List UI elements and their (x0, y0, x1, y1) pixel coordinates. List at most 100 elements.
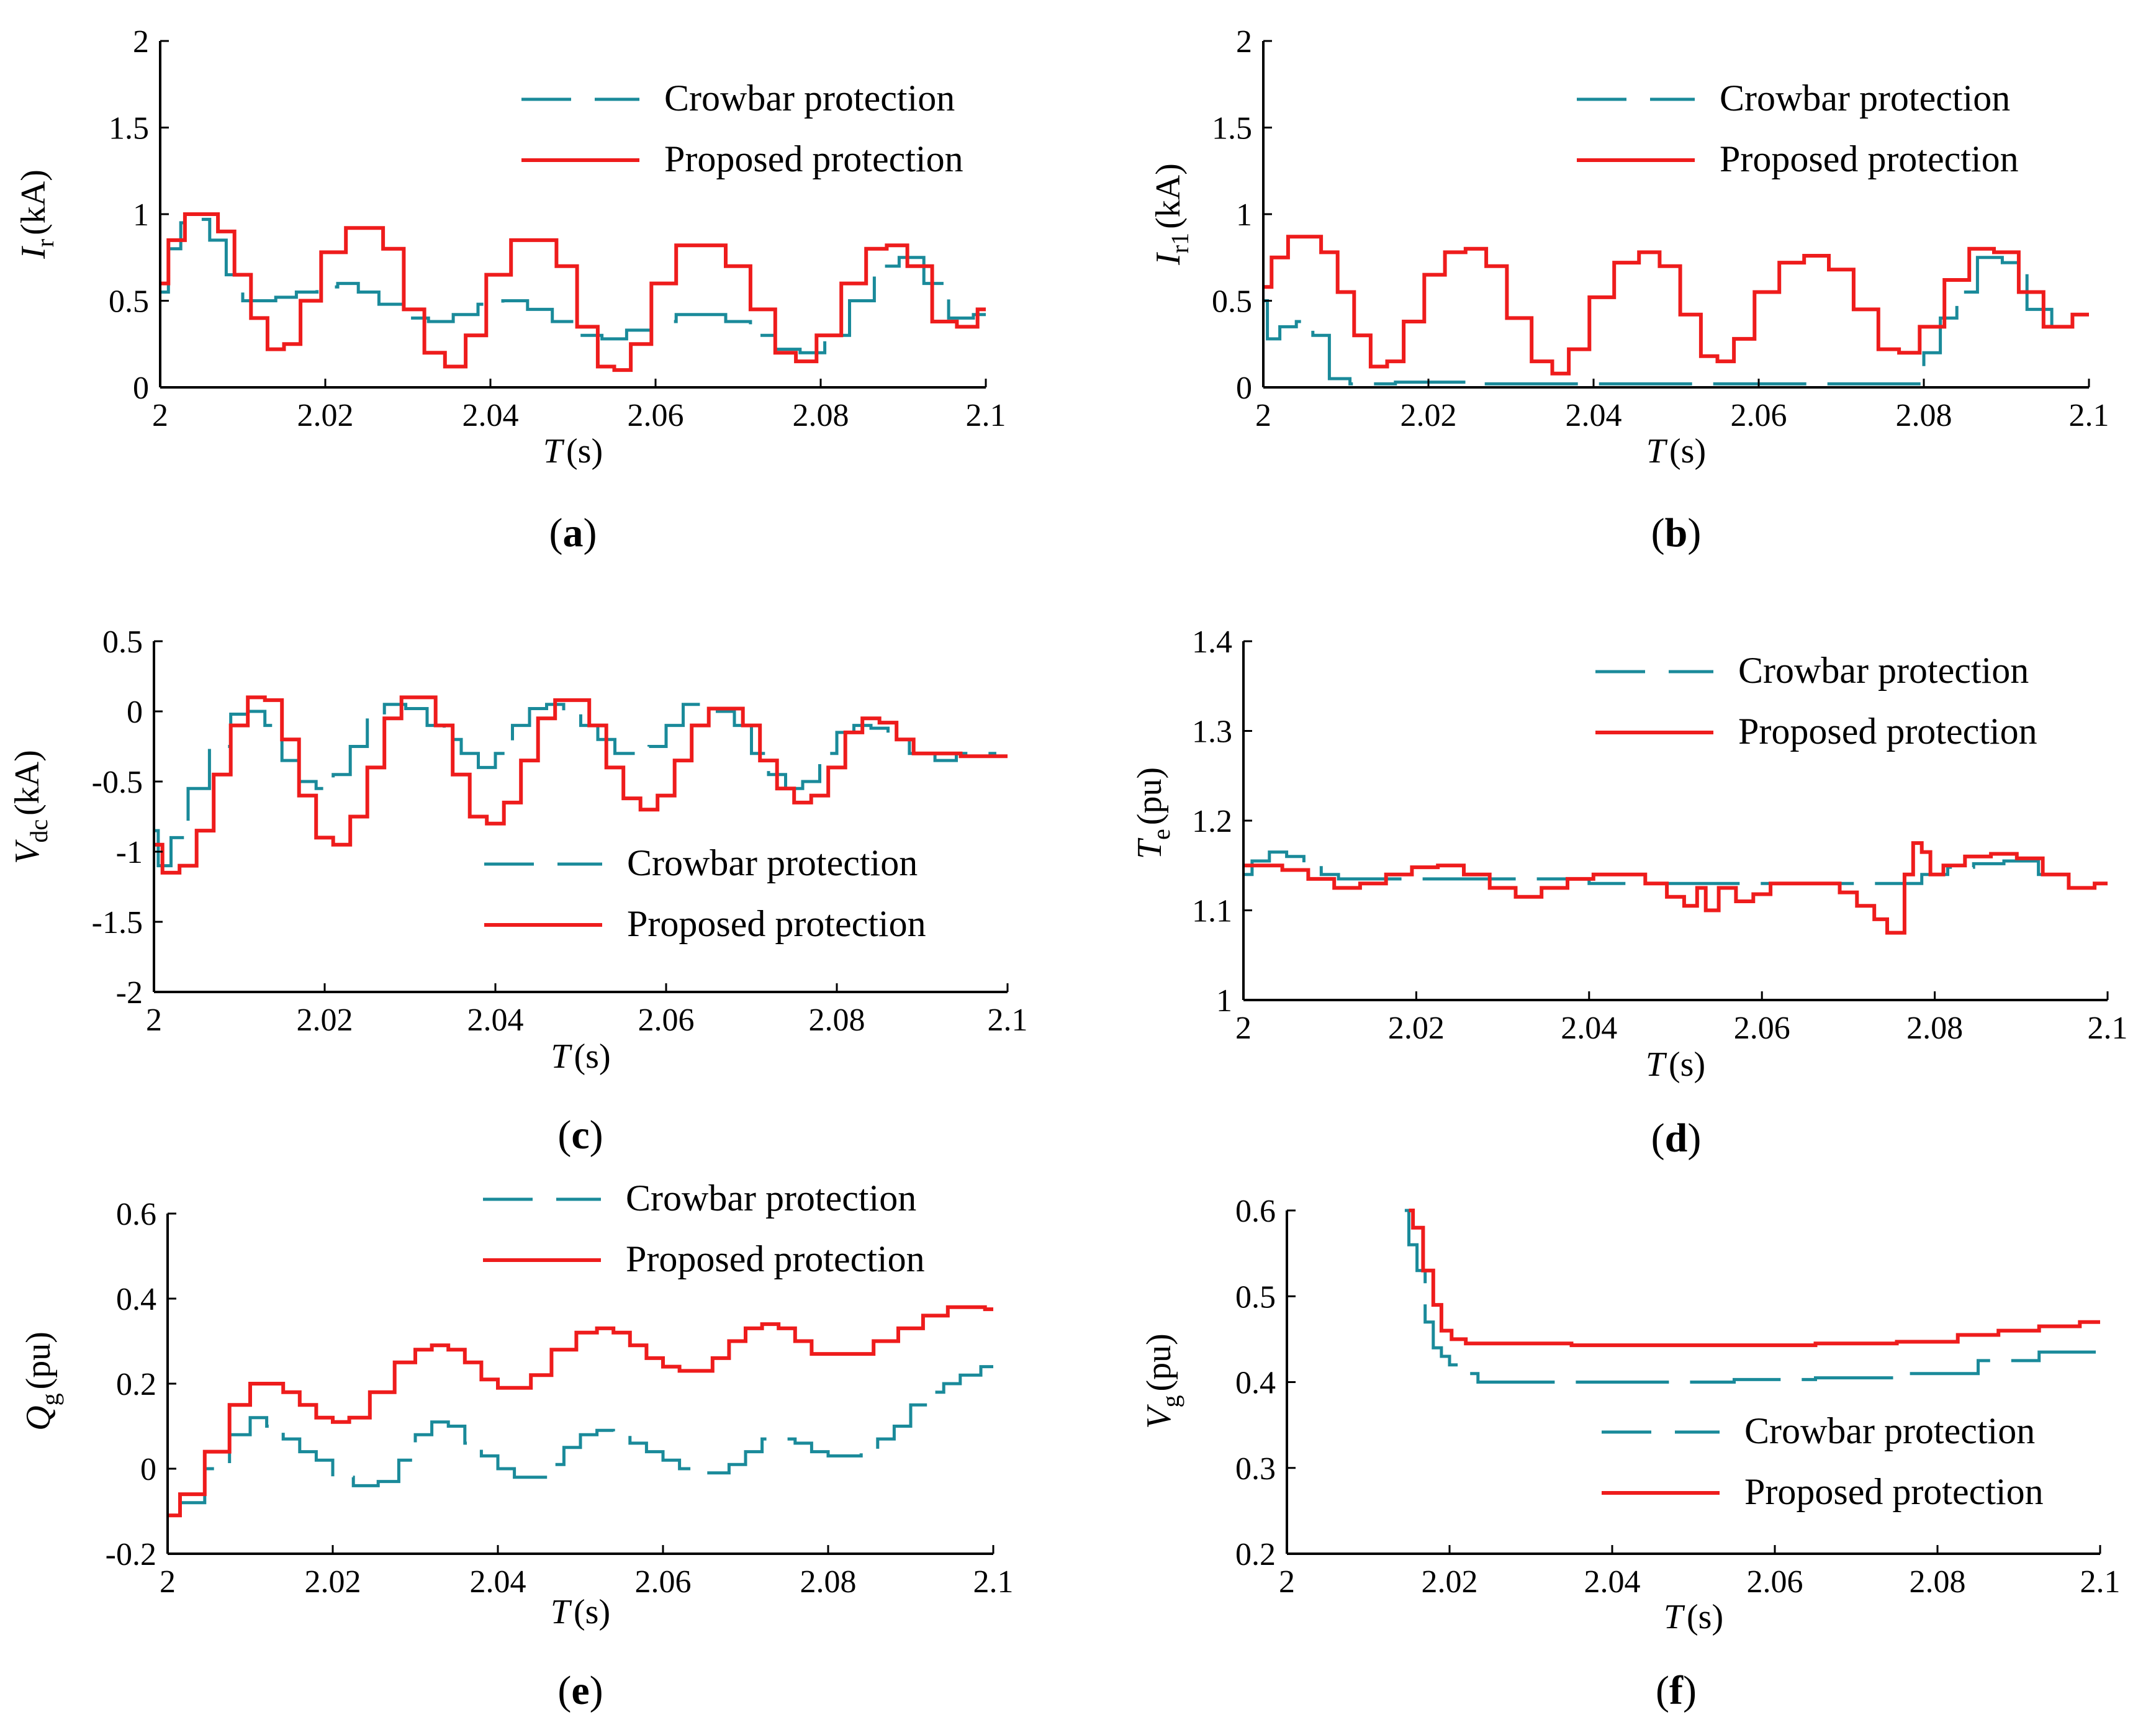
panel-c-y-axis-title: Vdc(kA) (8, 750, 53, 864)
panel-b-series-crowbar (1263, 256, 2089, 385)
panel-e-series-crowbar (168, 1365, 993, 1517)
panel-c-legend-label-proposed: Proposed protection (627, 903, 926, 944)
panel-d-y-axis-title: Te(pu) (1130, 767, 1175, 859)
panel-d-y-tick-label: 1.1 (1192, 894, 1232, 929)
panel-a-legend-label-proposed: Proposed protection (664, 138, 963, 179)
panel-b-y-tick-label: 1.5 (1212, 111, 1252, 146)
panel-f-label: (f) (1656, 1668, 1697, 1713)
panel-c-x-tick-label: 2 (146, 1003, 162, 1038)
panel-a-x-tick-label: 2.04 (462, 398, 519, 433)
panel-b-x-tick-label: 2.04 (1566, 398, 1622, 433)
panel-f-y-tick-label: 0.4 (1235, 1366, 1276, 1401)
panel-f-series-proposed (1409, 1209, 2100, 1348)
panel-e-y-tick-label: 0.6 (116, 1197, 156, 1232)
panel-a-x-tick-label: 2 (152, 398, 168, 433)
panel-f-y-axis-title: Vg(pu) (1140, 1333, 1184, 1429)
panel-a-y-tick-label: 2 (133, 24, 149, 60)
panel-a-x-tick-label: 2.08 (793, 398, 849, 433)
panel-d-x-tick-label: 2.1 (2088, 1011, 2128, 1046)
panel-a-y-axis-title: Ir(kA) (14, 169, 59, 259)
panel-e-y-tick-label: 0 (140, 1452, 156, 1487)
panel-f-x-tick-label: 2.04 (1584, 1564, 1641, 1600)
panel-f-x-axis-title: T (s) (1664, 1598, 1723, 1636)
panel-e-legend-label-crowbar: Crowbar protection (626, 1178, 916, 1219)
panel-c-series-proposed (154, 695, 1008, 875)
panel-c-label: (c) (557, 1112, 603, 1158)
panel-e-y-tick-label: 0.2 (116, 1367, 156, 1402)
panel-c-y-tick-label: -2 (116, 975, 143, 1011)
panel-a-legend-label-crowbar: Crowbar protection (664, 78, 955, 119)
panel-a: (a) 2 2.02 2.04 2.06 2.08 2.1 0 0.5 1 1.5 2 T (s) Ir(… (14, 24, 1006, 556)
panel-b-x-tick-label: 2.1 (2069, 398, 2109, 433)
panel-e-legend-label-proposed: Proposed protection (626, 1238, 925, 1279)
panel-d-x-tick-label: 2 (1235, 1011, 1252, 1046)
panel-e-x-tick-label: 2.06 (635, 1564, 692, 1600)
panel-c-x-tick-label: 2.02 (297, 1003, 353, 1038)
panel-c-x-tick-label: 2.04 (467, 1003, 524, 1038)
panel-d-x-tick-label: 2.02 (1388, 1011, 1445, 1046)
panel-a-y-tick-label: 0 (133, 371, 149, 406)
panel-c-x-tick-label: 2.06 (638, 1003, 695, 1038)
panel-f-y-tick-label: 0.6 (1235, 1194, 1276, 1229)
panel-b-label: (b) (1651, 510, 1702, 556)
panel-f-y-tick-label: 0.5 (1235, 1279, 1276, 1315)
panel-d: (d) 2 2.02 2.04 2.06 2.08 2.1 1 1.1 1.2 1.3 1.4 T (s… (1130, 624, 2128, 1161)
panel-a-y-tick-label: 1.5 (109, 111, 149, 146)
panel-f-y-tick-label: 0.2 (1235, 1537, 1276, 1572)
panel-b: (b) 2 2.02 2.04 2.06 2.08 2.1 0 0.5 1 1.5 2 T (s) Ir1… (1149, 24, 2109, 556)
panel-c-x-tick-label: 2.1 (988, 1003, 1028, 1038)
panel-b-x-tick-label: 2.08 (1896, 398, 1952, 433)
panel-b-y-tick-label: 0.5 (1212, 284, 1252, 320)
panel-b-y-tick-label: 0 (1236, 371, 1252, 406)
panel-f-x-tick-label: 2.1 (2080, 1564, 2121, 1600)
panel-c-y-tick-label: -0.5 (92, 765, 143, 800)
panel-c-y-tick-label: 0 (127, 695, 143, 730)
panel-d-x-tick-label: 2.04 (1561, 1011, 1617, 1046)
panel-e-label: (e) (557, 1668, 603, 1713)
panel-d-label: (d) (1651, 1115, 1702, 1161)
panel-e-series-proposed (168, 1305, 993, 1518)
panel-f-x-tick-label: 2.08 (1910, 1564, 1966, 1600)
panel-a-label: (a) (549, 510, 597, 556)
panel-b-x-tick-label: 2.06 (1731, 398, 1787, 433)
panel-d-y-tick-label: 1 (1216, 983, 1232, 1019)
panel-c: (c) 2 2.02 2.04 2.06 2.08 2.1 -2 -1.5 -1 -0.5 0 0.5… (8, 624, 1028, 1158)
panel-b-x-tick-label: 2.02 (1400, 398, 1457, 433)
panel-d-series-proposed (1243, 841, 2108, 935)
panel-a-y-tick-label: 1 (133, 197, 149, 233)
panel-b-series-proposed (1263, 235, 2089, 376)
panel-b-y-tick-label: 1 (1236, 197, 1252, 233)
panel-e-x-tick-label: 2.02 (305, 1564, 361, 1600)
panel-e: (e) 2 2.02 2.04 2.06 2.08 2.1 -0.2 0 0.2 0.4 0.6 T(… (19, 1178, 1014, 1713)
panel-c-y-tick-label: 0.5 (102, 624, 143, 660)
panel-f-series-crowbar (1404, 1209, 2100, 1384)
panel-c-series-crowbar (154, 703, 1008, 868)
panel-a-series-proposed (160, 212, 986, 372)
panel-f-legend-label-proposed: Proposed protection (1744, 1471, 2044, 1512)
panel-b-x-axis-title: T (s) (1646, 432, 1706, 471)
panel-a-y-tick-label: 0.5 (109, 284, 149, 320)
panel-b-y-tick-label: 2 (1236, 24, 1252, 60)
panel-c-y-tick-label: -1 (116, 835, 143, 870)
panel-e-y-tick-label: -0.2 (106, 1537, 156, 1572)
panel-f-x-tick-label: 2 (1279, 1564, 1295, 1600)
panel-c-x-axis-title: T (s) (551, 1037, 610, 1076)
panel-d-x-tick-label: 2.06 (1734, 1011, 1790, 1046)
panel-f-y-tick-label: 0.3 (1235, 1451, 1276, 1487)
panel-b-y-axis-title: Ir1(kA) (1149, 163, 1194, 266)
panel-a-x-tick-label: 2.06 (628, 398, 684, 433)
panel-f-x-tick-label: 2.02 (1422, 1564, 1478, 1600)
panel-f-legend-label-crowbar: Crowbar protection (1744, 1410, 2035, 1451)
panel-d-legend-label-proposed: Proposed protection (1738, 711, 2037, 752)
panel-b-legend-label-crowbar: Crowbar protection (1720, 78, 2010, 119)
panel-b-legend-label-proposed: Proposed protection (1720, 138, 2019, 179)
panel-c-legend-label-crowbar: Crowbar protection (627, 842, 918, 883)
panel-e-x-tick-label: 2.1 (973, 1564, 1014, 1600)
panel-d-y-tick-label: 1.4 (1192, 624, 1232, 660)
panel-a-x-tick-label: 2.1 (966, 398, 1006, 433)
panel-a-x-tick-label: 2.02 (297, 398, 354, 433)
panel-e-y-tick-label: 0.4 (116, 1282, 156, 1317)
panel-e-x-tick-label: 2 (160, 1564, 176, 1600)
panel-b-x-tick-label: 2 (1255, 398, 1271, 433)
